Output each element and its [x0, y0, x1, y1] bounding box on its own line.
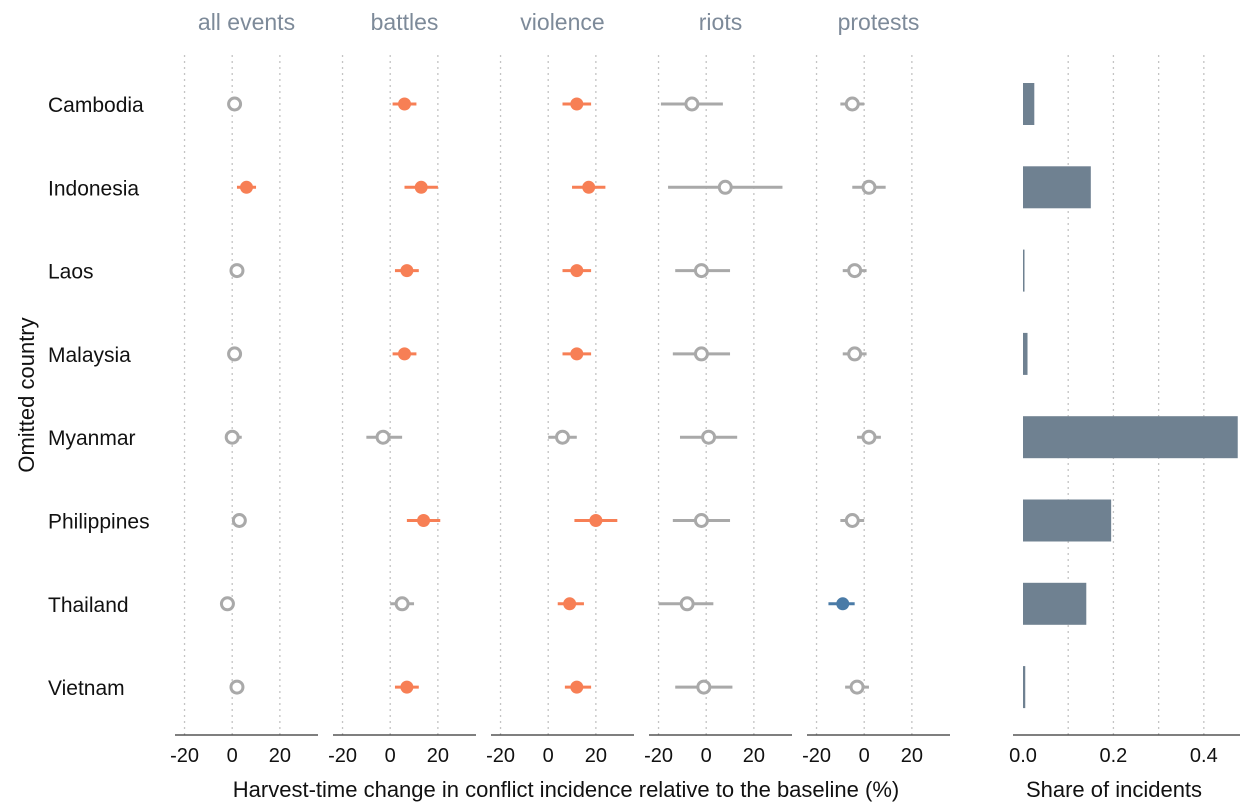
x-tick-label: 0.4 [1190, 745, 1218, 767]
point-battles-cambodia [398, 97, 411, 111]
x-tick-label: 0 [227, 745, 238, 767]
point-protests-philippines [844, 513, 860, 528]
point-riots-cambodia [684, 96, 700, 112]
point-riots-philippines [693, 513, 709, 528]
point-all-events-laos [229, 263, 245, 279]
panel-title-battles: battles [371, 9, 439, 35]
x-tick-label: 0.0 [1009, 745, 1037, 767]
panel-title-all-events: all events [198, 9, 295, 35]
row-label-cambodia: Cambodia [48, 94, 144, 117]
point-protests-vietnam [849, 679, 865, 695]
point-riots-indonesia [717, 179, 733, 195]
bar-laos [1023, 249, 1025, 292]
point-riots-laos [693, 263, 709, 279]
point-riots-malaysia [693, 346, 709, 362]
panel-all-events: all events -20 0 20 [170, 9, 318, 767]
row-label-vietnam: Vietnam [48, 677, 125, 700]
bar-philippines [1023, 499, 1112, 542]
point-all-events-vietnam [229, 679, 245, 695]
share-of-incidents-panel: 0.0 0.2 0.4 [1009, 55, 1240, 767]
panel-title-riots: riots [699, 9, 742, 35]
bar-indonesia [1023, 166, 1091, 209]
point-battles-vietnam [400, 680, 414, 694]
point-protests-thailand [836, 597, 850, 611]
point-violence-malaysia [570, 347, 584, 361]
point-battles-indonesia [414, 180, 428, 194]
point-violence-laos [570, 264, 584, 278]
row-label-myanmar: Myanmar [48, 427, 136, 450]
bar-malaysia [1023, 332, 1028, 375]
point-violence-vietnam [570, 680, 584, 694]
point-protests-laos [847, 263, 863, 279]
row-labels: Cambodia Indonesia Laos Malaysia Myanmar Phil… [48, 94, 150, 700]
point-riots-myanmar [701, 429, 717, 445]
point-protests-cambodia [844, 96, 860, 112]
x-tick-label: 0 [701, 745, 712, 767]
x-tick-label: -20 [486, 745, 515, 767]
point-all-events-thailand [219, 596, 235, 612]
point-protests-indonesia [861, 179, 877, 195]
x-tick-label: 0 [543, 745, 554, 767]
point-all-events-philippines [231, 513, 247, 528]
x-axis-titles: Harvest-time change in conflict incidenc… [233, 777, 1202, 802]
y-axis-title: Omitted country [14, 317, 39, 472]
point-riots-thailand [679, 596, 695, 612]
row-label-malaysia: Malaysia [48, 344, 131, 367]
point-violence-indonesia [582, 180, 596, 194]
panel-title-protests: protests [838, 9, 920, 35]
point-violence-myanmar [555, 429, 570, 445]
x-tick-label: -20 [644, 745, 673, 767]
point-all-events-myanmar [224, 429, 240, 445]
bar-myanmar [1023, 416, 1238, 459]
point-violence-philippines [589, 514, 603, 527]
point-all-events-indonesia [240, 180, 253, 194]
point-battles-myanmar [375, 429, 391, 445]
panel-riots: riots -20 0 20 [644, 9, 792, 767]
point-all-events-malaysia [227, 346, 243, 362]
x-tick-label: 20 [269, 745, 291, 767]
point-riots-vietnam [696, 679, 712, 695]
share-axis-label: Share of incidents [1026, 777, 1202, 802]
row-label-philippines: Philippines [48, 511, 150, 534]
x-tick-label: -20 [802, 745, 831, 767]
x-tick-label: -20 [328, 745, 357, 767]
x-tick-label: 0 [859, 745, 870, 767]
x-tick-label: 20 [901, 745, 923, 767]
point-battles-malaysia [398, 347, 411, 361]
point-all-events-cambodia [227, 96, 243, 112]
x-tick-label: 20 [427, 745, 449, 767]
point-violence-cambodia [570, 97, 584, 111]
point-protests-malaysia [847, 346, 863, 362]
panel-protests: protests -20 0 20 [802, 9, 950, 767]
row-label-indonesia: Indonesia [48, 177, 139, 200]
point-protests-myanmar [861, 429, 877, 445]
row-label-laos: Laos [48, 261, 94, 284]
point-battles-philippines [417, 514, 431, 527]
x-tick-label: 0 [385, 745, 396, 767]
point-battles-laos [400, 264, 414, 278]
panel-title-violence: violence [520, 9, 604, 35]
x-tick-label: 0.2 [1100, 745, 1128, 767]
x-tick-label: 20 [743, 745, 765, 767]
x-axis-label: Harvest-time change in conflict incidenc… [233, 777, 899, 802]
panel-violence: violence -20 0 20 [486, 9, 634, 767]
x-tick-label: 20 [585, 745, 607, 767]
bar-vietnam [1023, 666, 1026, 709]
y-axis-label: Omitted country [14, 317, 39, 472]
point-violence-thailand [563, 597, 577, 611]
x-tick-label: -20 [170, 745, 199, 767]
panel-battles: battles -20 0 20 [328, 9, 476, 767]
bar-cambodia [1023, 83, 1035, 125]
dot-whisker-panels: all events -20 0 20 battles -20 0 20 violence -20… [170, 9, 950, 767]
point-battles-thailand [394, 596, 410, 612]
bar-thailand [1023, 582, 1087, 625]
row-label-thailand: Thailand [48, 594, 129, 617]
